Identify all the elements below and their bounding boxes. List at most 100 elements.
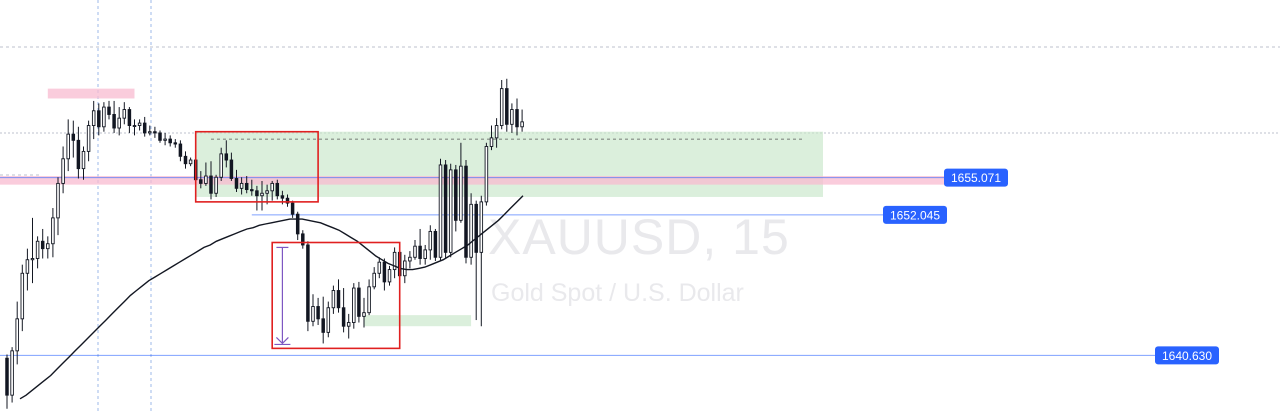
- candle: [428, 225, 433, 260]
- demand-zone[interactable]: [364, 315, 472, 327]
- candle: [5, 354, 9, 409]
- candle: [219, 147, 223, 181]
- candle: [321, 296, 325, 344]
- description-watermark: Gold Spot / U.S. Dollar: [491, 279, 744, 307]
- moving-average-line[interactable]: [19, 195, 524, 400]
- candle-body-down: [306, 244, 310, 322]
- candle-body-up: [30, 258, 35, 261]
- candle: [484, 142, 489, 206]
- candle-body-up: [484, 146, 489, 203]
- candle-body-down: [76, 139, 81, 170]
- candle: [346, 313, 351, 339]
- consolidation-box[interactable]: [194, 130, 319, 203]
- price-label-background: [883, 205, 947, 224]
- candle-body-down: [40, 240, 45, 250]
- candle: [505, 78, 509, 132]
- candle: [479, 195, 484, 327]
- candle-body-down: [443, 164, 448, 253]
- candle: [250, 179, 254, 196]
- candle: [423, 244, 427, 265]
- candle: [107, 100, 111, 120]
- price-label-text: 1655.071: [951, 171, 1001, 185]
- candle-body-down: [97, 110, 101, 128]
- candle: [494, 118, 499, 148]
- drop-box[interactable]: [271, 241, 401, 350]
- candle: [102, 102, 106, 132]
- candle: [382, 258, 387, 291]
- candle-body-up: [265, 190, 269, 194]
- candle-body-up: [91, 110, 96, 126]
- candle-body-up: [86, 125, 91, 152]
- candle-body-up: [270, 182, 274, 192]
- level-1640-label[interactable]: 1640.630: [1155, 346, 1219, 365]
- candle: [377, 257, 382, 279]
- candle-body-down: [158, 132, 162, 141]
- candle-body-down: [295, 213, 300, 235]
- candle: [336, 279, 341, 313]
- candle: [295, 211, 300, 241]
- candle: [112, 100, 116, 133]
- candle: [316, 297, 320, 325]
- candle: [137, 119, 142, 131]
- candle-body-down: [341, 307, 346, 327]
- candle-body-up: [520, 121, 524, 128]
- candle: [153, 126, 157, 138]
- candle-body-up: [35, 240, 40, 259]
- supply-zone[interactable]: [195, 131, 823, 197]
- candle-body-down: [357, 287, 361, 317]
- candle-body-up: [367, 286, 371, 314]
- level-zone[interactable]: [0, 176, 951, 185]
- candle: [341, 288, 346, 333]
- candle-body-up: [499, 88, 504, 126]
- candle: [474, 200, 478, 321]
- candle-body-up: [117, 117, 121, 129]
- candle: [301, 230, 305, 249]
- candle: [158, 130, 162, 143]
- candle-body-up: [66, 133, 70, 160]
- symbol-watermark: XAUUSD, 15: [488, 209, 790, 265]
- candle-body-up: [239, 182, 244, 189]
- candle: [510, 103, 514, 133]
- candle-body-up: [219, 153, 223, 178]
- candle-body-down: [280, 195, 285, 199]
- candle: [127, 107, 132, 133]
- candle-body-up: [10, 350, 14, 396]
- candle-body-up: [479, 201, 484, 253]
- candle-body-up: [81, 150, 86, 170]
- candle: [56, 177, 60, 236]
- candle-body-down: [321, 318, 325, 333]
- candle-body-down: [168, 138, 172, 144]
- candle: [20, 264, 25, 332]
- candle-body-up: [56, 182, 60, 219]
- candle: [392, 247, 397, 279]
- candle: [40, 228, 45, 259]
- candle: [311, 294, 315, 327]
- candle: [10, 347, 14, 403]
- top-zone[interactable]: [47, 88, 135, 99]
- candle-body-down: [454, 169, 458, 221]
- candle-body-down: [153, 131, 157, 134]
- candle: [204, 162, 208, 186]
- candle: [183, 151, 188, 169]
- candle: [239, 177, 244, 195]
- candle-body-up: [403, 260, 407, 277]
- candle: [265, 184, 269, 205]
- candle: [433, 228, 438, 261]
- candle: [188, 157, 193, 167]
- candle: [81, 146, 86, 180]
- candle: [142, 116, 147, 137]
- candle-body-up: [132, 125, 137, 127]
- candle: [173, 139, 178, 148]
- level-1652-label[interactable]: 1652.045: [883, 205, 947, 224]
- candle: [224, 140, 229, 168]
- candle-body-up: [46, 243, 50, 250]
- candle-body-down: [127, 109, 132, 126]
- candle-body-down: [464, 165, 468, 258]
- candle-body-up: [428, 230, 433, 251]
- candle-body-down: [301, 233, 305, 246]
- candle-body-down: [255, 190, 259, 197]
- level-1655-label[interactable]: 1655.071: [944, 168, 1008, 187]
- candle-body-up: [423, 249, 427, 259]
